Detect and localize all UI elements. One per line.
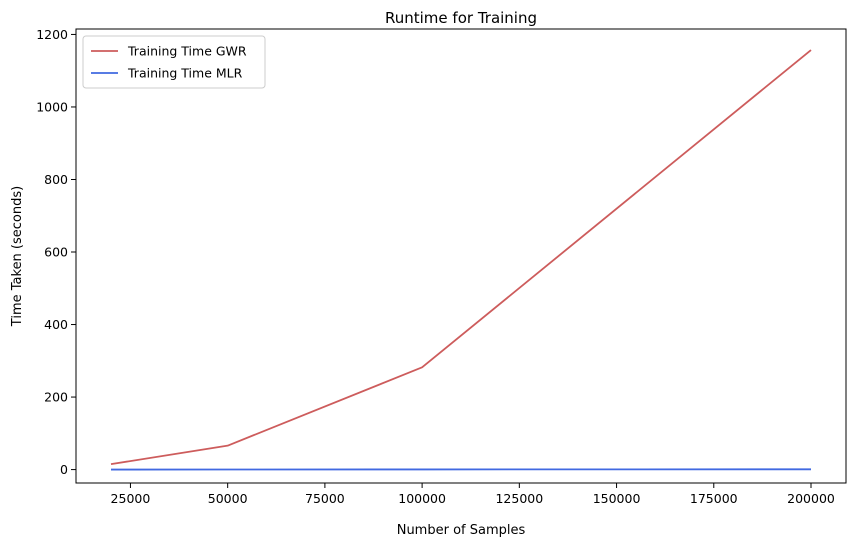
series-line-gwr	[110, 49, 812, 466]
legend-label: Training Time MLR	[127, 66, 243, 81]
legend-label: Training Time GWR	[127, 44, 247, 59]
y-tick-label: 1200	[36, 27, 68, 42]
x-tick-label: 200000	[787, 491, 835, 506]
series-layer	[110, 49, 812, 471]
y-axis-label: Time Taken (seconds)	[10, 186, 25, 327]
legend: Training Time GWR Training Time MLR	[82, 35, 266, 89]
x-tick-label: 150000	[593, 491, 641, 506]
plot-area	[75, 28, 847, 484]
chart-title: Runtime for Training	[385, 9, 537, 27]
y-tick-label: 1000	[36, 99, 68, 114]
y-tick-label: 400	[44, 317, 68, 332]
x-tick-label: 75000	[305, 491, 345, 506]
x-tick-label: 175000	[690, 491, 738, 506]
y-axis: 0 200 400 600 800 1000 1200	[36, 27, 76, 477]
y-tick-label: 0	[60, 462, 68, 477]
x-tick-label: 50000	[208, 491, 248, 506]
y-tick-label: 200	[44, 390, 68, 405]
x-tick-label: 100000	[398, 491, 446, 506]
x-tick-label: 25000	[111, 491, 151, 506]
x-tick-label: 125000	[495, 491, 543, 506]
x-axis: 25000 50000 75000 100000 125000 150000 175000 2…	[111, 483, 835, 506]
y-tick-label: 600	[44, 245, 68, 260]
y-tick-label: 800	[44, 172, 68, 187]
x-axis-label: Number of Samples	[397, 523, 526, 538]
legend-frame	[82, 35, 266, 89]
